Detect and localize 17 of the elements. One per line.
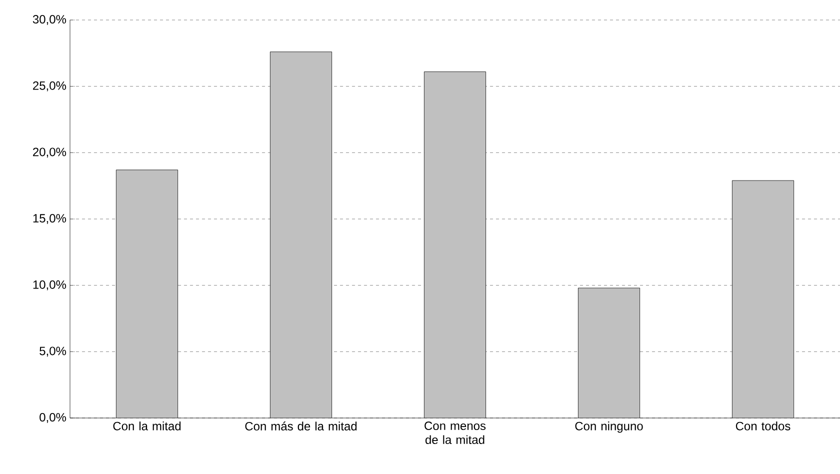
y-tick-label: 30,0% xyxy=(32,15,66,25)
y-tick-label: 0,0% xyxy=(40,413,66,423)
x-tick-label: Con la mitad xyxy=(113,422,181,430)
y-tick-label: 15,0% xyxy=(33,214,66,224)
bar xyxy=(270,52,332,418)
x-tick-label: Con todos xyxy=(736,422,790,430)
bar xyxy=(424,72,486,418)
x-tick-label: Con ninguno xyxy=(575,422,643,433)
y-tick-label: 5,0% xyxy=(40,346,66,357)
bar xyxy=(116,170,178,418)
bar xyxy=(732,180,794,418)
bar xyxy=(578,288,640,418)
y-tick-label: 20,0% xyxy=(33,148,66,158)
x-tick-label: Con menos de la mitad xyxy=(424,422,486,444)
y-tick-label: 10,0% xyxy=(33,280,66,290)
x-tick-label: Con más de la mitad xyxy=(245,422,357,430)
y-tick-label: 25,0% xyxy=(33,81,66,92)
